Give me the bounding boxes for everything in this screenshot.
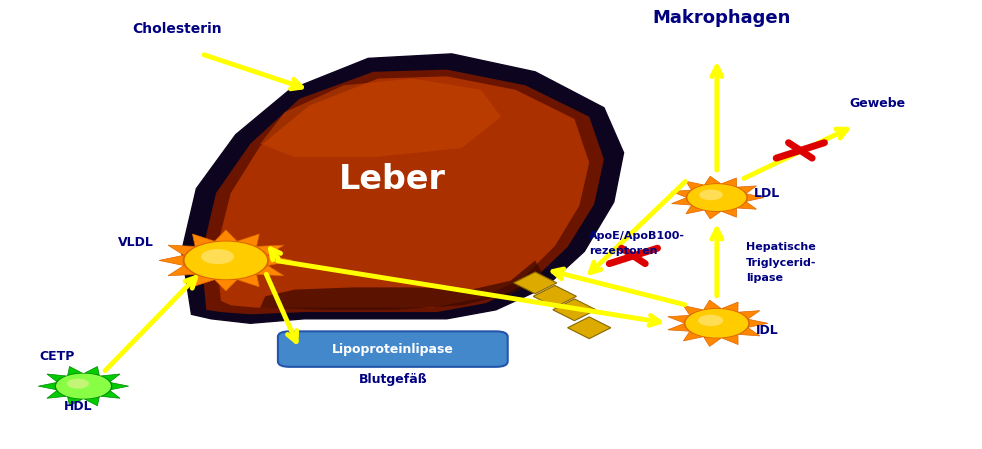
Polygon shape	[686, 181, 704, 190]
Polygon shape	[738, 328, 760, 336]
Polygon shape	[704, 210, 721, 219]
Polygon shape	[182, 54, 624, 323]
Polygon shape	[168, 245, 196, 255]
Polygon shape	[704, 300, 721, 310]
Polygon shape	[111, 383, 129, 390]
Polygon shape	[672, 190, 691, 198]
Text: Lipoproteinlipase: Lipoproteinlipase	[332, 343, 454, 356]
Polygon shape	[267, 255, 293, 266]
Circle shape	[67, 379, 89, 389]
Polygon shape	[533, 286, 576, 307]
Text: Makrophagen: Makrophagen	[653, 9, 791, 27]
Polygon shape	[738, 311, 760, 319]
Polygon shape	[237, 274, 259, 287]
Polygon shape	[568, 317, 611, 339]
Text: IDL: IDL	[756, 324, 779, 336]
FancyBboxPatch shape	[278, 331, 508, 367]
Circle shape	[699, 189, 723, 200]
Polygon shape	[722, 302, 738, 312]
Polygon shape	[192, 274, 215, 287]
Circle shape	[685, 309, 748, 338]
Text: CETP: CETP	[39, 351, 75, 363]
Polygon shape	[255, 245, 284, 255]
Text: Blutgefäß: Blutgefäß	[358, 373, 427, 386]
Polygon shape	[101, 374, 120, 382]
Polygon shape	[159, 255, 185, 266]
Polygon shape	[722, 178, 736, 187]
Polygon shape	[68, 366, 82, 375]
Polygon shape	[214, 230, 238, 242]
Polygon shape	[84, 366, 99, 375]
Circle shape	[685, 183, 748, 211]
Circle shape	[55, 373, 112, 399]
Polygon shape	[668, 323, 689, 331]
Text: LDL: LDL	[754, 187, 781, 199]
Circle shape	[183, 241, 269, 280]
Text: HDL: HDL	[64, 400, 92, 413]
Polygon shape	[737, 202, 756, 209]
Polygon shape	[553, 299, 596, 321]
Polygon shape	[746, 194, 764, 201]
Text: Hepatische: Hepatische	[746, 242, 816, 252]
Polygon shape	[722, 208, 736, 217]
Circle shape	[683, 308, 750, 339]
Text: rezeptoren: rezeptoren	[589, 247, 658, 256]
Circle shape	[201, 249, 234, 264]
Polygon shape	[514, 272, 557, 294]
Polygon shape	[47, 391, 66, 398]
Polygon shape	[737, 186, 756, 194]
Polygon shape	[38, 383, 56, 390]
Polygon shape	[237, 234, 259, 247]
Polygon shape	[68, 397, 82, 406]
Text: VLDL: VLDL	[118, 236, 154, 249]
Polygon shape	[260, 79, 501, 157]
Polygon shape	[168, 265, 196, 276]
Circle shape	[185, 242, 267, 279]
Polygon shape	[101, 391, 120, 398]
Polygon shape	[683, 331, 703, 341]
Polygon shape	[214, 279, 238, 291]
Polygon shape	[668, 315, 689, 323]
Circle shape	[698, 315, 723, 326]
Polygon shape	[201, 70, 604, 314]
Text: Leber: Leber	[340, 163, 446, 196]
Polygon shape	[748, 319, 768, 327]
Polygon shape	[722, 335, 738, 344]
Polygon shape	[686, 205, 704, 214]
Circle shape	[56, 374, 111, 399]
Polygon shape	[216, 76, 589, 308]
Circle shape	[687, 184, 746, 211]
Polygon shape	[704, 337, 721, 346]
Text: Triglycerid-: Triglycerid-	[746, 258, 817, 268]
Polygon shape	[255, 265, 284, 276]
Polygon shape	[260, 260, 545, 310]
Polygon shape	[84, 397, 99, 406]
Polygon shape	[672, 198, 691, 205]
Text: lipase: lipase	[746, 273, 784, 283]
Polygon shape	[47, 374, 66, 382]
Text: Gewebe: Gewebe	[849, 97, 905, 110]
Text: ApoE/ApoB100-: ApoE/ApoB100-	[589, 231, 685, 241]
Polygon shape	[704, 176, 721, 185]
Text: Cholesterin: Cholesterin	[133, 22, 222, 36]
Polygon shape	[192, 234, 215, 247]
Polygon shape	[683, 306, 703, 315]
